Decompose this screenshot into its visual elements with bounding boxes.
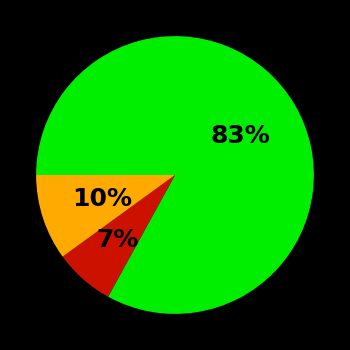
Wedge shape (36, 36, 314, 314)
Text: 7%: 7% (97, 228, 139, 252)
Wedge shape (63, 175, 175, 297)
Wedge shape (36, 175, 175, 257)
Text: 83%: 83% (211, 124, 271, 148)
Text: 10%: 10% (72, 187, 132, 211)
